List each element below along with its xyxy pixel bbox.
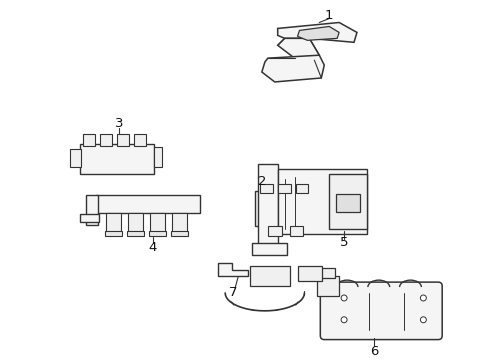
Text: 5: 5 <box>340 236 348 249</box>
Bar <box>106 213 121 233</box>
Circle shape <box>341 295 347 301</box>
Bar <box>278 169 367 234</box>
Bar <box>70 149 81 167</box>
Circle shape <box>420 317 426 323</box>
Bar <box>100 135 112 147</box>
Bar <box>260 184 273 193</box>
Bar <box>278 184 291 193</box>
Bar <box>268 226 282 235</box>
Polygon shape <box>278 39 319 60</box>
Bar <box>171 231 188 235</box>
Text: 3: 3 <box>115 117 123 130</box>
Bar <box>250 266 290 286</box>
Polygon shape <box>278 22 357 42</box>
Bar <box>149 231 166 235</box>
Bar <box>172 213 187 233</box>
Bar <box>297 266 322 281</box>
Text: 6: 6 <box>369 345 378 358</box>
Bar <box>255 191 315 226</box>
Bar <box>86 195 98 225</box>
Bar <box>258 164 278 253</box>
Circle shape <box>341 317 347 323</box>
Polygon shape <box>218 263 248 276</box>
Bar <box>154 147 162 167</box>
Bar <box>105 231 122 235</box>
Bar <box>295 184 308 193</box>
Bar <box>117 135 129 147</box>
Polygon shape <box>297 26 339 40</box>
Bar <box>79 144 154 174</box>
Bar <box>336 194 360 212</box>
Text: 1: 1 <box>325 9 334 22</box>
Bar <box>321 268 335 278</box>
Bar <box>329 174 367 229</box>
Bar <box>252 243 287 255</box>
Bar <box>128 213 143 233</box>
Bar <box>318 276 339 296</box>
Bar <box>97 195 200 213</box>
Text: 7: 7 <box>229 285 237 298</box>
Polygon shape <box>262 55 324 82</box>
Bar <box>79 214 99 222</box>
Bar <box>150 213 165 233</box>
Bar <box>290 226 303 235</box>
Bar <box>83 135 96 147</box>
Bar <box>127 231 144 235</box>
Text: 2: 2 <box>258 175 266 188</box>
Text: 4: 4 <box>148 241 157 254</box>
Circle shape <box>420 295 426 301</box>
Bar <box>134 135 146 147</box>
FancyBboxPatch shape <box>320 282 442 339</box>
